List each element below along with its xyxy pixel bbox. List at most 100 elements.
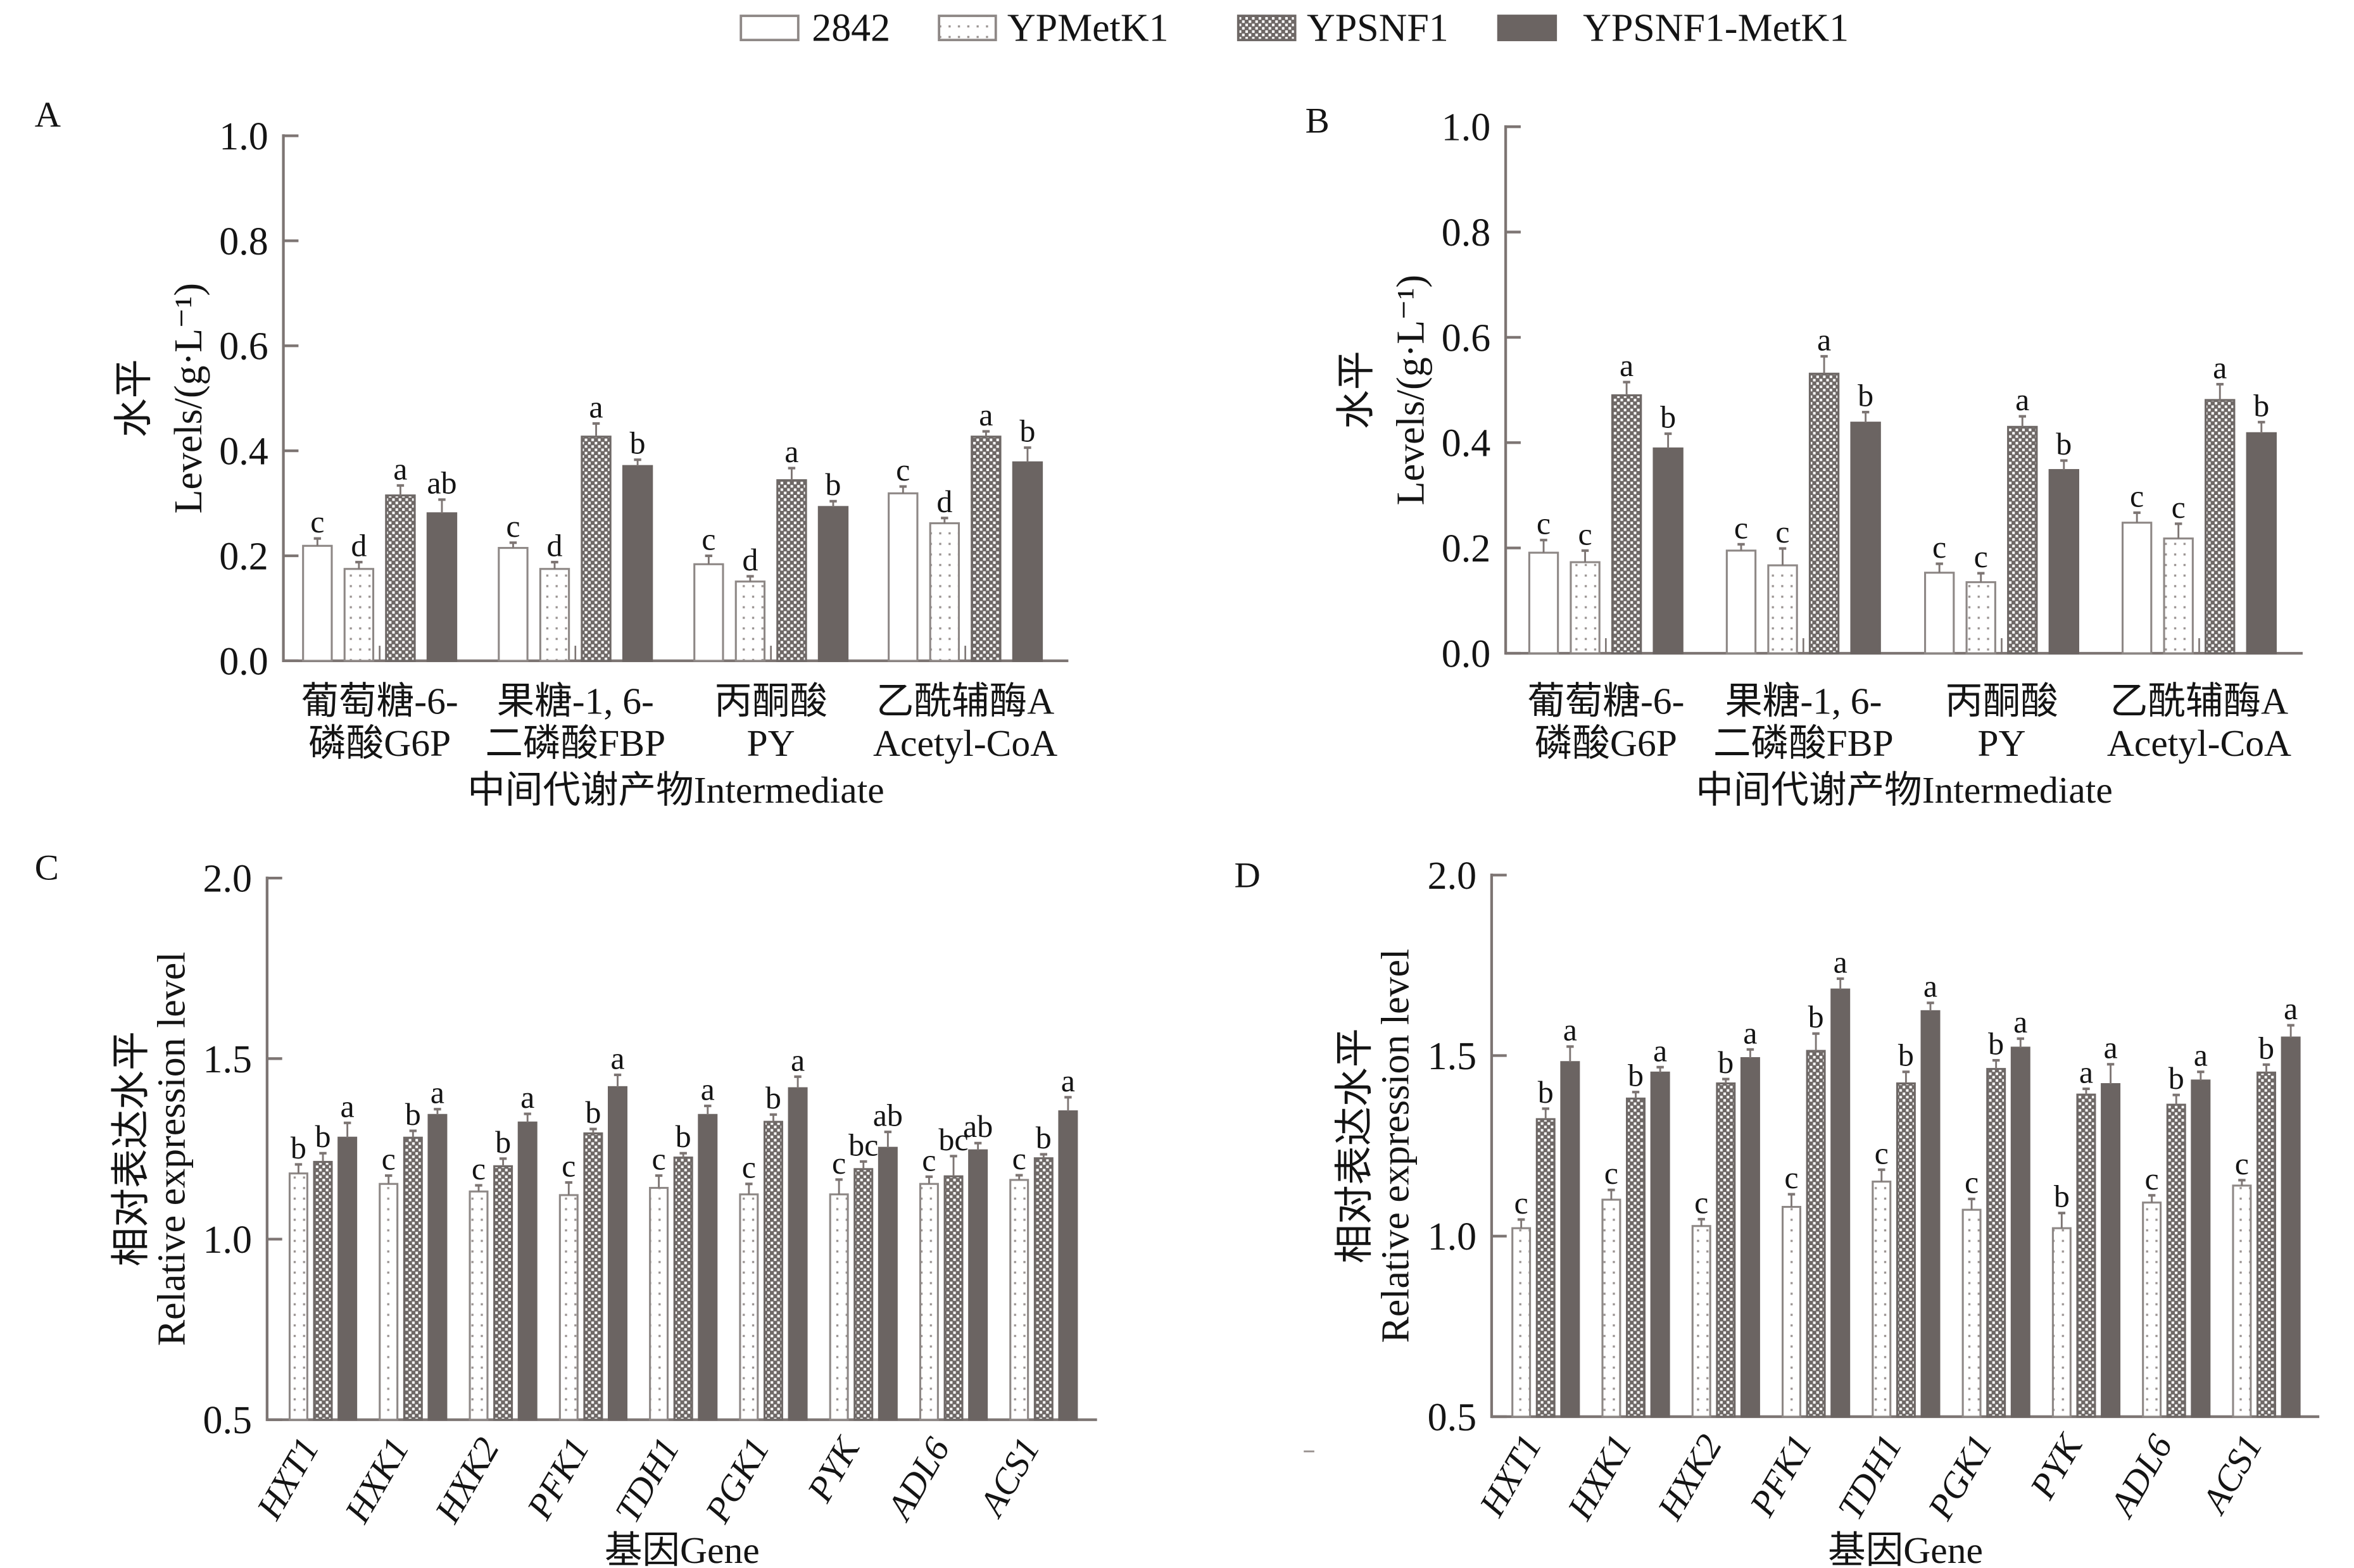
bar — [1652, 447, 1684, 655]
bar — [1033, 1157, 1054, 1421]
y-tick-label: 1.5 — [1428, 1035, 1476, 1078]
significance-letter: a — [2103, 1030, 2117, 1065]
bar — [2101, 1083, 2121, 1418]
bar — [385, 494, 416, 662]
bar — [1896, 1082, 1916, 1418]
bar — [1830, 988, 1851, 1418]
significance-letter: b — [1019, 413, 1035, 449]
y-tick-label: 1.0 — [1428, 1215, 1476, 1258]
bar — [1626, 1097, 1646, 1418]
significance-letter: c — [2145, 1161, 2159, 1196]
significance-letter: c — [832, 1145, 846, 1181]
significance-letter: a — [784, 434, 798, 469]
significance-letter: a — [701, 1071, 715, 1107]
x-tick-label-line: 二磷酸FBP — [485, 722, 665, 764]
bar — [1808, 372, 1840, 655]
legend-item-2842: 2842 — [740, 6, 890, 49]
y-tick-label: 0.2 — [219, 535, 268, 578]
bar — [817, 506, 849, 662]
bar — [426, 512, 458, 662]
x-axis-title: 中间代谢产物Intermediate — [467, 769, 884, 811]
significance-letter: c — [1784, 1160, 1798, 1195]
significance-letter: d — [936, 484, 952, 519]
bar — [2076, 1093, 2096, 1418]
panel-label: B — [1306, 101, 1330, 141]
significance-letter: c — [1012, 1141, 1026, 1176]
significance-letter: a — [589, 389, 603, 424]
significance-letter: c — [1537, 506, 1551, 541]
significance-letter: b — [676, 1119, 691, 1154]
bar — [2191, 1079, 2211, 1418]
legend: 2842 YPMetK1 YPSNF1 YPSNF1-MetK1 — [740, 6, 1849, 49]
x-tick-label-line: PY — [747, 722, 795, 764]
y-tick-label: 0.4 — [1442, 422, 1490, 465]
significance-letter: c — [742, 1150, 756, 1185]
x-tick-label-line: 乙酰辅酶A — [2110, 680, 2288, 722]
bar — [2007, 425, 2038, 655]
bar — [739, 1193, 759, 1421]
bar — [673, 1157, 693, 1421]
bar — [2048, 468, 2079, 655]
legend-label: YPSNF1 — [1307, 6, 1449, 49]
significance-letter: b — [765, 1080, 781, 1115]
significance-letter: a — [791, 1042, 805, 1077]
bar — [1009, 1179, 1029, 1421]
bar — [776, 479, 807, 662]
significance-letter: b — [630, 425, 646, 461]
significance-letter: c — [506, 508, 520, 544]
significance-letter: b — [291, 1130, 306, 1165]
legend-item-ypsnf1-metk1: YPSNF1-MetK1 — [1497, 6, 1849, 49]
significance-letter: c — [702, 521, 715, 556]
legend-item-ypmetk1: YPMetK1 — [938, 6, 1169, 49]
bar — [1528, 551, 1559, 655]
x-tick-label-line: 果糖-1, 6- — [1725, 680, 1882, 722]
y-tick-label: 0.5 — [203, 1399, 252, 1442]
bar — [1716, 1082, 1736, 1418]
y-axis-title-line: Levels/(g·L⁻¹) — [1389, 275, 1432, 505]
bar — [1872, 1181, 1892, 1418]
panel-label: A — [35, 95, 61, 135]
significance-letter: a — [2013, 1004, 2027, 1039]
bar — [622, 465, 653, 662]
bar — [1850, 422, 1881, 655]
significance-letter: b — [585, 1094, 601, 1130]
significance-letter: b — [1036, 1120, 1052, 1155]
bar — [1535, 1118, 1556, 1418]
y-tick-label: 1.0 — [203, 1219, 252, 1262]
significance-letter: a — [979, 397, 993, 432]
panel-a: A 0.0 0.2 0.4 0.6 0.8 1.0 水平 Levels/(g·L⁻¹) 葡萄糖-6… — [35, 95, 1069, 811]
bar — [1691, 1225, 1711, 1418]
bar — [539, 568, 570, 662]
significance-letter: b — [2056, 426, 2072, 461]
y-tick-label: 0.6 — [219, 325, 268, 368]
bar — [2121, 522, 2153, 655]
panel-label: D — [1235, 855, 1261, 895]
y-tick-label: 0.5 — [1428, 1396, 1476, 1439]
x-tick-label-line: 二磷酸FBP — [1713, 722, 1894, 764]
significance-letter: b — [1718, 1044, 1734, 1080]
y-tick-label: 0.6 — [1442, 317, 1490, 360]
significance-letter: c — [310, 504, 324, 539]
significance-letter: ab — [873, 1098, 903, 1133]
legend-swatch-solid — [1497, 15, 1558, 42]
bar — [1650, 1071, 1670, 1418]
bar — [878, 1146, 898, 1421]
bar — [971, 436, 1002, 662]
y-tick-label: 0.0 — [1442, 632, 1490, 675]
bar — [2010, 1046, 2030, 1418]
x-tick-label-line: 丙酮酸 — [714, 680, 828, 722]
x-tick-label-line: 磷酸G6P — [1535, 722, 1677, 764]
bar — [1058, 1110, 1078, 1421]
significance-letter: a — [431, 1075, 444, 1110]
significance-letter: a — [2015, 382, 2029, 417]
legend-swatch-dotted — [938, 15, 997, 42]
significance-letter: c — [562, 1148, 576, 1183]
legend-swatch-open — [740, 15, 800, 42]
x-tick-label-line: 丙酮酸 — [1945, 680, 2058, 722]
significance-letter: a — [1061, 1063, 1075, 1098]
significance-letter: c — [1604, 1155, 1618, 1191]
y-tick-label: 0.4 — [219, 430, 268, 474]
bar — [1767, 564, 1798, 655]
